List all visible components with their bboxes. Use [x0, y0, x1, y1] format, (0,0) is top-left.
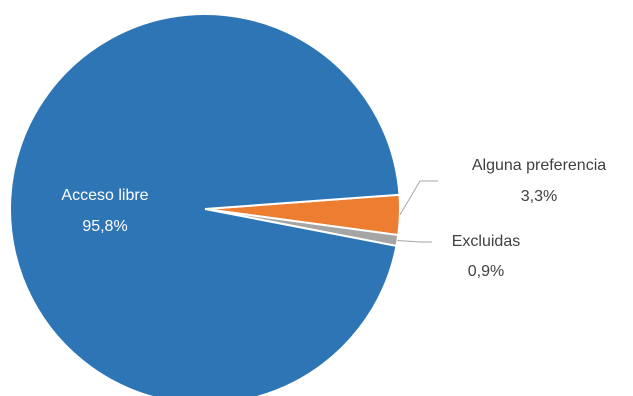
pie-slice-acceso-libre: [9, 13, 401, 396]
label-excluidas-value: 0,9%: [468, 263, 504, 280]
label-acceso-libre-value: 95,8%: [82, 218, 127, 235]
label-alguna-preferencia-value: 3,3%: [521, 188, 557, 205]
leader-line-alguna-preferencia: [399, 180, 438, 216]
leader-line-excluidas: [397, 240, 432, 243]
label-alguna-preferencia-name: Alguna preferencia: [472, 157, 606, 174]
slices-layer: [9, 13, 401, 396]
leader-lines-layer: [397, 180, 438, 243]
label-acceso-libre-name: Acceso libre: [61, 187, 148, 204]
label-excluidas-name: Excluidas: [452, 233, 520, 250]
